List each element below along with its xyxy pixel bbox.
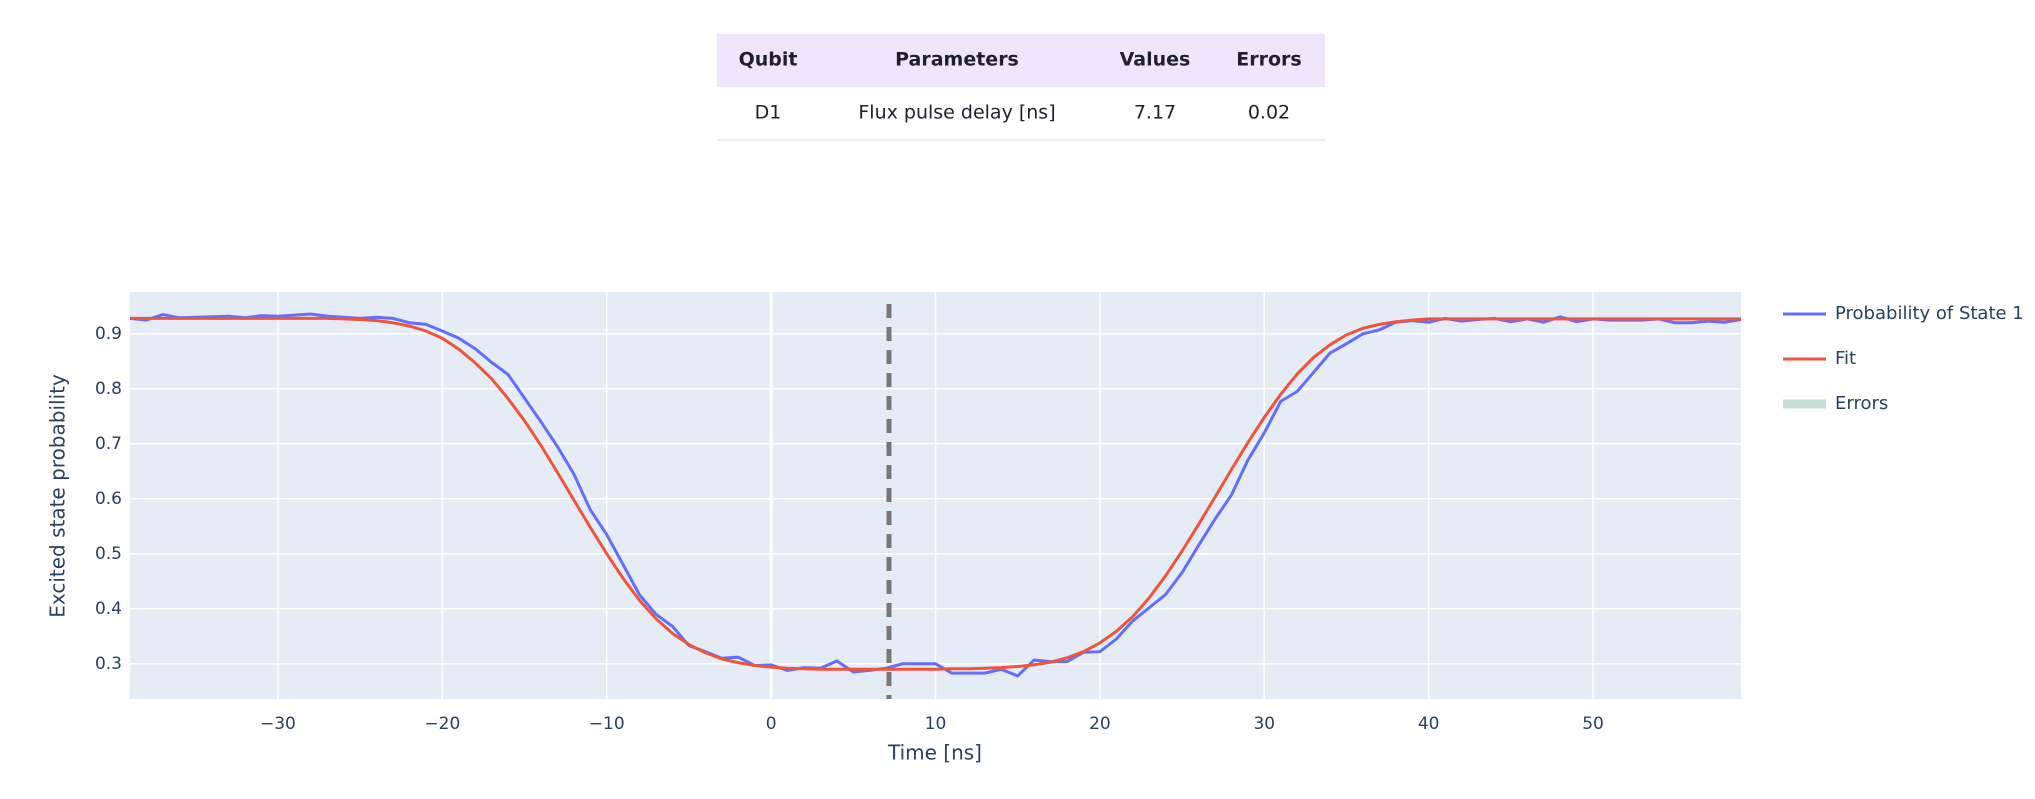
- x-tick-label: 50: [1582, 714, 1604, 734]
- y-tick-label: 0.9: [95, 324, 122, 344]
- legend-label: Errors: [1835, 393, 1888, 414]
- y-tick-label: 0.4: [95, 599, 122, 619]
- x-tick-label: −20: [424, 714, 460, 734]
- y-axis-title: Excited state probability: [46, 374, 70, 618]
- x-tick-label: 0: [766, 714, 777, 734]
- table-cell: 7.17: [1134, 102, 1176, 124]
- x-tick-label: 10: [925, 714, 947, 734]
- x-tick-label: 30: [1253, 714, 1275, 734]
- legend-label: Fit: [1835, 348, 1856, 369]
- y-tick-label: 0.3: [95, 654, 122, 674]
- legend-label: Probability of State 1: [1835, 303, 2024, 324]
- y-tick-label: 0.5: [95, 544, 122, 564]
- table-header: Parameters: [895, 49, 1019, 71]
- x-tick-label: −10: [589, 714, 625, 734]
- y-tick-label: 0.7: [95, 434, 122, 454]
- table-cell: Flux pulse delay [ns]: [858, 102, 1055, 124]
- x-tick-label: 20: [1089, 714, 1111, 734]
- table-header: Errors: [1236, 49, 1301, 71]
- table-header: Values: [1120, 49, 1191, 71]
- table-cell: 0.02: [1248, 102, 1290, 124]
- y-tick-label: 0.6: [95, 489, 122, 509]
- table-header-bg: [717, 34, 1325, 87]
- series-line: [130, 316, 1741, 671]
- table-cell: D1: [755, 102, 782, 124]
- x-tick-label: −30: [260, 714, 296, 734]
- table-header: Qubit: [739, 49, 798, 71]
- y-tick-label: 0.8: [95, 379, 122, 399]
- x-axis-title: Time [ns]: [887, 741, 982, 765]
- x-tick-label: 40: [1418, 714, 1440, 734]
